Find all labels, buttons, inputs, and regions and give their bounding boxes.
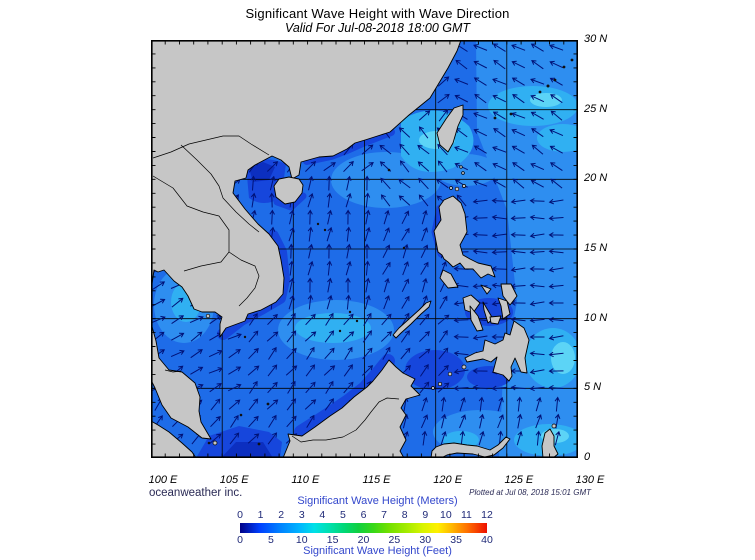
land-china-indochina: [151, 40, 462, 338]
land-bohol: [489, 315, 502, 325]
small-islands: [205, 58, 574, 446]
plotted-at-text: Plotted at Jul 08, 2018 15:01 GMT: [469, 488, 591, 497]
land-sumatra: [151, 420, 197, 458]
colorbar-meters-ticks: 0 1 2 3 4 5 6 7 8 9 10 11 12: [237, 509, 493, 521]
map-frame: [151, 40, 578, 458]
colorbar-tick: 10: [439, 509, 452, 521]
colorbar-tick: 0: [237, 534, 243, 546]
land-samar: [500, 283, 518, 306]
colorbar-tick: 4: [319, 509, 326, 521]
lon-label: 105 E: [219, 474, 249, 486]
colorbar-tick: 15: [326, 534, 339, 546]
lon-label: 110 E: [291, 474, 320, 486]
colorbar-tick: 40: [481, 534, 493, 546]
land-mindoro: [439, 269, 459, 289]
colorbar-title-meters: Significant Wave Height (Meters): [297, 495, 458, 507]
land-taiwan: [436, 104, 464, 153]
land-masbate: [480, 284, 492, 295]
lat-label: 0: [584, 451, 591, 463]
page-title: Significant Wave Height with Wave Direct…: [245, 6, 510, 21]
lon-label: 115 E: [362, 474, 391, 486]
degree-tick-marks: [151, 40, 578, 458]
land-sulawesi: [430, 436, 511, 458]
colorbar-tick: 0: [237, 509, 243, 521]
colorbar-feet-ticks: 0 5 10 15 20 25 30 35 40: [237, 534, 493, 546]
colorbar-tick: 1: [257, 509, 264, 521]
land-borneo: [282, 359, 421, 458]
wave-map: [151, 40, 578, 458]
colorbar-tick: 3: [298, 509, 305, 521]
land-halmahera: [541, 428, 559, 458]
land-hainan: [273, 176, 304, 205]
colorbar-tick: 5: [339, 509, 346, 521]
colorbar-gradient: [240, 523, 487, 533]
colorbar-tick: 10: [295, 534, 308, 546]
colorbar-tick: 12: [481, 509, 493, 521]
land-negros: [469, 305, 484, 332]
land-layer: [151, 40, 559, 458]
lat-label: 15 N: [584, 242, 608, 254]
colorbar-tick: 9: [422, 509, 429, 521]
colorbar-tick: 5: [267, 534, 274, 546]
lon-label: 125 E: [504, 474, 534, 486]
colorbar-tick: 8: [401, 509, 408, 521]
colorbar-title-feet: Significant Wave Height (Feet): [303, 545, 452, 557]
colorbar-tick: 30: [419, 534, 432, 546]
colorbar-tick: 2: [278, 509, 285, 521]
colorbar-tick: 35: [450, 534, 462, 546]
land-malay-peninsula: [151, 322, 212, 440]
lat-label: 30 N: [584, 33, 608, 45]
land-palawan: [392, 300, 432, 339]
credit-text: oceanweather inc.: [149, 487, 243, 499]
colorbar-tick: 7: [381, 509, 387, 521]
lat-label: 5 N: [584, 381, 602, 394]
lon-label: 100 E: [148, 474, 178, 486]
lat-label: 10 N: [584, 311, 608, 324]
colorbar-tick: 6: [360, 509, 367, 521]
land-panay: [462, 294, 481, 314]
colorbar-tick: 11: [460, 509, 472, 521]
lon-label: 120 E: [433, 474, 463, 486]
colorbar-tick: 25: [388, 534, 401, 546]
land-leyte: [497, 297, 511, 320]
land-luzon: [433, 195, 496, 279]
lon-label: 130 E: [575, 474, 605, 486]
land-mindanao: [464, 320, 530, 382]
valid-time-subtitle: Valid For Jul-08-2018 18:00 GMT: [284, 21, 471, 35]
lat-label: 20 N: [584, 172, 608, 185]
country-borders: [152, 135, 400, 443]
colorbar-tick: 20: [357, 534, 370, 546]
lat-label: 25 N: [584, 102, 608, 115]
